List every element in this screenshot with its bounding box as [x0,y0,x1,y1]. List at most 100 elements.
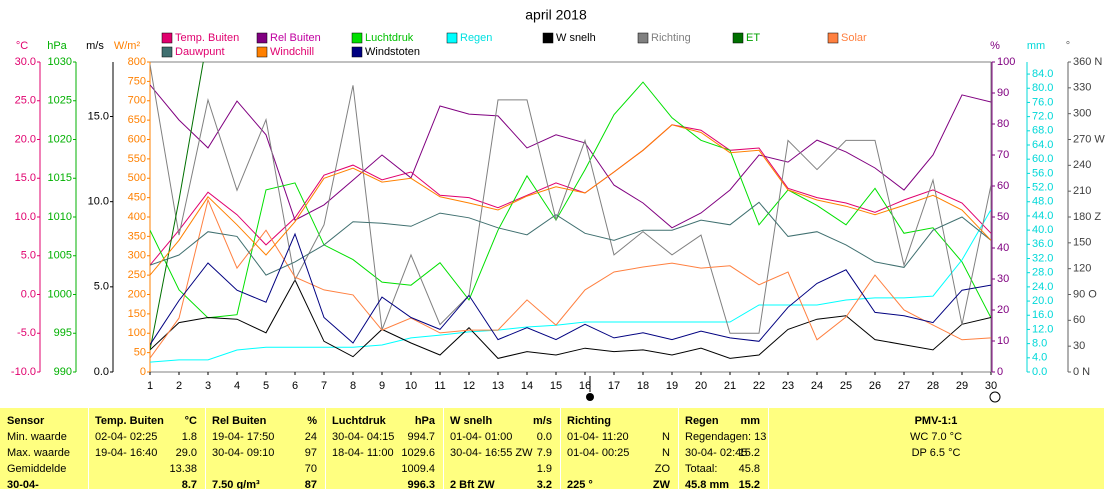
y-tick-label: 60.0 [1032,153,1053,165]
y-tick-label: 15.0 [15,172,36,184]
y-tick-label: 350 [128,230,146,242]
y-tick-label: 70 [997,149,1009,161]
x-tick-label: 5 [263,380,269,392]
table-value: N [662,431,670,443]
y-tick-label: 50 [134,347,146,359]
legend-swatch [351,46,363,58]
y-tick-label: 48.0 [1032,196,1053,208]
table-value: 15.2 [738,447,760,459]
y-tick-label: 30 [1073,340,1085,352]
column-separator [560,408,561,489]
header-cell: PMV-1:1 [914,415,958,427]
y-tick-label: 330 [1073,82,1091,94]
axis-title: W/m² [114,40,141,52]
y-tick-label: 10 [997,335,1009,347]
axis-title: °C [16,40,28,52]
table-value: ZO [654,463,670,475]
y-tick-label: 60 [1073,314,1085,326]
series-line [150,201,991,276]
y-tick-label: 1030 [48,56,72,68]
legend-swatch [351,32,363,44]
x-tick-label: 25 [840,380,852,392]
y-tick-label: 4.0 [1032,352,1047,364]
table-cell: 02-04- 02:25 [95,431,158,443]
table-cell: 01-04- 00:25 [567,447,630,459]
header-unit: 15.2 [738,479,760,489]
x-tick-label: 14 [521,380,533,392]
table-value: 7.9 [536,447,552,459]
y-tick-label: 44.0 [1032,210,1053,222]
table-value: 29.0 [175,447,197,459]
y-tick-label: 1010 [48,211,72,223]
legend-label: ET [746,32,760,44]
y-tick-label: 450 [128,192,146,204]
y-tick-label: 5.0 [94,281,109,293]
chart: april 2018 °C-10.0-5.00.05.010.015.020.0… [11,7,1105,403]
y-tick-label: 50 [997,211,1009,223]
y-tick-label: 240 [1073,159,1091,171]
y-tick-label: 40 [997,242,1009,254]
header-cell: Temp. Buiten [95,415,164,427]
y-tick-label: 400 [128,211,146,223]
column-separator [325,408,326,489]
table-cell: 19-04- 16:40 [95,447,158,459]
x-tick-label: 18 [637,380,649,392]
y-tick-label: 300 [128,250,146,262]
series-line [150,124,991,276]
y-tick-label: 0.0 [1032,366,1047,378]
table-cell: 30-04- 04:15 [332,431,395,443]
legend-swatch [256,32,268,44]
y-tick-label: 0 [140,366,146,378]
header-unit: mm [740,415,760,427]
table-cell: 01-04- 11:20 [567,431,629,443]
legend-label: Solar [841,32,867,44]
y-tick-label: 90 O [1073,288,1097,300]
y-tick-label: 200 [128,288,146,300]
x-tick-label: 8 [350,380,356,392]
header-cell: Luchtdruk [332,415,386,427]
series-line [150,209,991,363]
x-tick-label: 28 [927,380,939,392]
legend-label: Windchill [270,46,314,58]
y-tick-label: 32.0 [1032,252,1053,264]
table-value: N [662,447,670,459]
header-cell: 2 Bft ZW [450,479,495,489]
legend-swatch [161,32,173,44]
table-cell: 30-04- 16:55 ZW [450,447,533,459]
header-unit: 996.3 [407,479,435,489]
y-tick-label: 100 [997,56,1015,68]
legend-swatch [827,32,839,44]
header-unit: 87 [304,479,317,489]
y-tick-label: 150 [1073,237,1091,249]
series-line [150,232,991,345]
y-tick-label: 120 [1073,263,1091,275]
header-cell: Sensor [7,415,45,427]
y-tick-label: 10.0 [88,196,109,208]
x-tick-label: 26 [869,380,881,392]
series-line [150,198,991,359]
legend-label: W snelh [556,32,596,44]
y-tick-label: 76.0 [1032,96,1053,108]
y-tick-label: 68.0 [1032,125,1053,137]
x-tick-label: 16 [579,380,591,392]
legend-label: Richting [651,32,691,44]
end-marker [989,391,1001,403]
table-cell: 18-04- 11:00 [332,447,394,459]
series-line [150,64,991,334]
axis-title: hPa [47,40,67,52]
x-tick-label: 23 [782,380,794,392]
series-line [150,124,991,266]
y-tick-label: 20.0 [15,133,36,145]
x-tick-label: 1 [147,380,153,392]
y-tick-label: -10.0 [11,366,36,378]
legend-swatch [732,32,744,44]
x-tick-label: 11 [434,380,445,392]
y-tick-label: 20.0 [1032,295,1053,307]
x-tick-label: 12 [463,380,475,392]
table-cell: Regendagen: 13 [685,431,767,443]
y-tick-label: 1000 [48,288,72,300]
y-tick-label: 800 [128,56,146,68]
y-tick-label: 10.0 [15,211,36,223]
header-cell: Rel Buiten [212,415,267,427]
